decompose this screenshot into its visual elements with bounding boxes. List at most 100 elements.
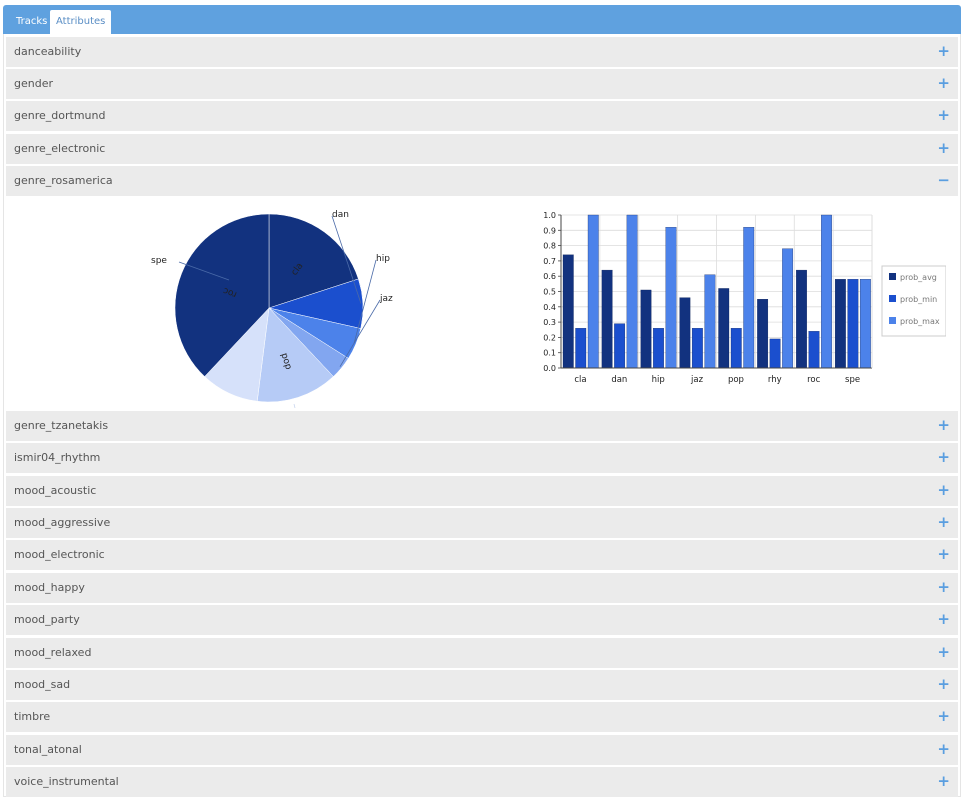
expand-icon[interactable]: + [937,448,950,466]
accordion-row-label: mood_electronic [14,548,105,561]
pie-label-hip: hip [376,254,390,264]
pie-slice-roc[interactable] [174,213,270,377]
accordion-row-mood-party[interactable]: mood_party + [6,605,958,635]
accordion-row-mood-aggressive[interactable]: mood_aggressive + [6,508,958,538]
bar-prob_min-cla[interactable] [575,328,587,369]
bar-prob_max-jaz[interactable] [704,274,716,369]
bar-prob_avg-rhy[interactable] [757,299,769,369]
accordion-row-voice-instrumental[interactable]: voice_instrumental + [6,767,958,797]
y-tick-label: 1.0 [543,211,556,220]
accordion-row-mood-relaxed[interactable]: mood_relaxed + [6,638,958,668]
accordion-row-tonal-atonal[interactable]: tonal_atonal + [6,735,958,765]
accordion-row-mood-sad[interactable]: mood_sad + [6,670,958,700]
y-tick-label: 0.9 [543,226,556,235]
accordion-row-danceability[interactable]: danceability + [6,37,958,67]
accordion-row-label: mood_happy [14,581,85,594]
tab-tracks[interactable]: Tracks [16,16,48,27]
accordion-row-label: gender [14,77,53,90]
expand-icon[interactable]: + [937,481,950,499]
accordion-row-label: mood_acoustic [14,484,97,497]
bar-prob_max-roc[interactable] [821,214,832,369]
expand-icon[interactable]: + [937,643,950,661]
accordion-row-label: genre_tzanetakis [14,419,109,432]
expand-icon[interactable]: + [937,106,950,124]
accordion-row-label: genre_electronic [14,142,106,155]
accordion-row-genre-electronic[interactable]: genre_electronic + [6,134,958,164]
accordion-row-timbre[interactable]: timbre + [6,702,958,732]
bar-prob_max-cla[interactable] [587,214,599,369]
pie-leader-line [339,299,381,367]
x-tick-label: cla [574,375,586,385]
pie-leader-line [331,215,362,304]
y-tick-label: 0.4 [543,303,556,312]
bar-prob_min-roc[interactable] [808,331,820,369]
expand-icon[interactable]: + [937,545,950,563]
pie-label-jaz: jaz [379,294,393,304]
accordion-row-label: genre_rosamerica [14,174,113,187]
accordion-row-mood-electronic[interactable]: mood_electronic + [6,540,958,570]
expand-icon[interactable]: + [937,513,950,531]
bar-prob_avg-dan[interactable] [601,269,613,369]
accordion-row-genre-rosamerica[interactable]: genre_rosamerica − [6,166,958,196]
pie-slice-pop[interactable] [256,307,334,403]
bar-chart: 0.0 0.1 0.2 0.3 0.4 0.5 0.6 0.7 0.8 0.9 1.0 cla dan h… [543,211,946,385]
bar-prob_min-hip[interactable] [653,328,664,369]
expand-icon[interactable]: + [937,578,950,596]
bar-prob_min-dan[interactable] [614,323,626,369]
expand-icon[interactable]: + [937,610,950,628]
pie-slice-cla[interactable] [268,213,359,309]
accordion-row-label: ismir04_rhythm [14,451,101,464]
bar-prob_avg-spe[interactable] [834,279,846,369]
accordion-row-genre-tzanetakis[interactable]: genre_tzanetakis + [6,411,958,441]
bar-prob_avg-hip[interactable] [640,289,652,369]
expand-icon[interactable]: + [937,42,950,60]
accordion-row-label: mood_party [14,613,80,626]
bar-prob_avg-pop[interactable] [718,288,730,369]
bar-prob_avg-cla[interactable] [562,254,574,369]
bar-prob_max-rhy[interactable] [782,248,794,369]
y-tick-label: 0.5 [543,288,556,297]
legend-label-prob_avg: prob_avg [900,273,937,282]
accordion-row-gender[interactable]: gender + [6,69,958,99]
expand-icon[interactable]: + [937,416,950,434]
accordion-row-mood-acoustic[interactable]: mood_acoustic + [6,476,958,506]
expand-icon[interactable]: + [937,707,950,725]
accordion-row-ismir04-rhythm[interactable]: ismir04_rhythm + [6,443,958,473]
accordion-row-genre-dortmund[interactable]: genre_dortmund + [6,101,958,131]
collapse-icon[interactable]: − [937,171,950,189]
y-tick-label: 0.7 [543,257,556,266]
tab-attributes[interactable]: Attributes [50,10,112,34]
bar-prob_min-rhy[interactable] [769,338,781,369]
bar-prob_max-dan[interactable] [626,214,638,369]
accordion-row-label: mood_sad [14,678,71,691]
x-tick-label: spe [845,375,860,385]
expand-icon[interactable]: + [937,772,950,790]
expand-icon[interactable]: + [937,740,950,758]
accordion-row-mood-happy[interactable]: mood_happy + [6,573,958,603]
legend-swatch-prob_avg [889,273,896,280]
bar-prob_avg-roc[interactable] [796,269,807,369]
bar-prob_min-jaz[interactable] [691,328,703,369]
tab-bar: Tracks Attributes [3,5,961,34]
accordion-row-label: mood_aggressive [14,516,111,529]
bar-prob_min-pop[interactable] [730,328,742,369]
legend-swatch-prob_max [889,317,896,324]
accordion-row-label: genre_dortmund [14,109,106,122]
accordion-row-label: tonal_atonal [14,743,82,756]
bar-prob_avg-jaz[interactable] [679,297,691,369]
pie-leader-line [293,403,296,408]
x-tick-label: pop [728,375,744,385]
bar-prob_max-spe[interactable] [859,279,871,369]
bar-prob_min-spe[interactable] [847,279,859,369]
x-tick-label: dan [611,375,627,385]
genre-rosamerica-panel: cla pop roc dan hip jaz spe 0.0 0.1 0.2 0.3 0.4 0.5… [6,196,958,408]
legend-label-prob_min: prob_min [900,295,937,304]
expand-icon[interactable]: + [937,74,950,92]
bar-prob_max-hip[interactable] [665,227,677,369]
pie-label-roc: roc [222,285,239,299]
expand-icon[interactable]: + [937,675,950,693]
expand-icon[interactable]: + [937,139,950,157]
bar-prob_max-pop[interactable] [743,227,755,369]
x-tick-label: jaz [690,375,704,385]
